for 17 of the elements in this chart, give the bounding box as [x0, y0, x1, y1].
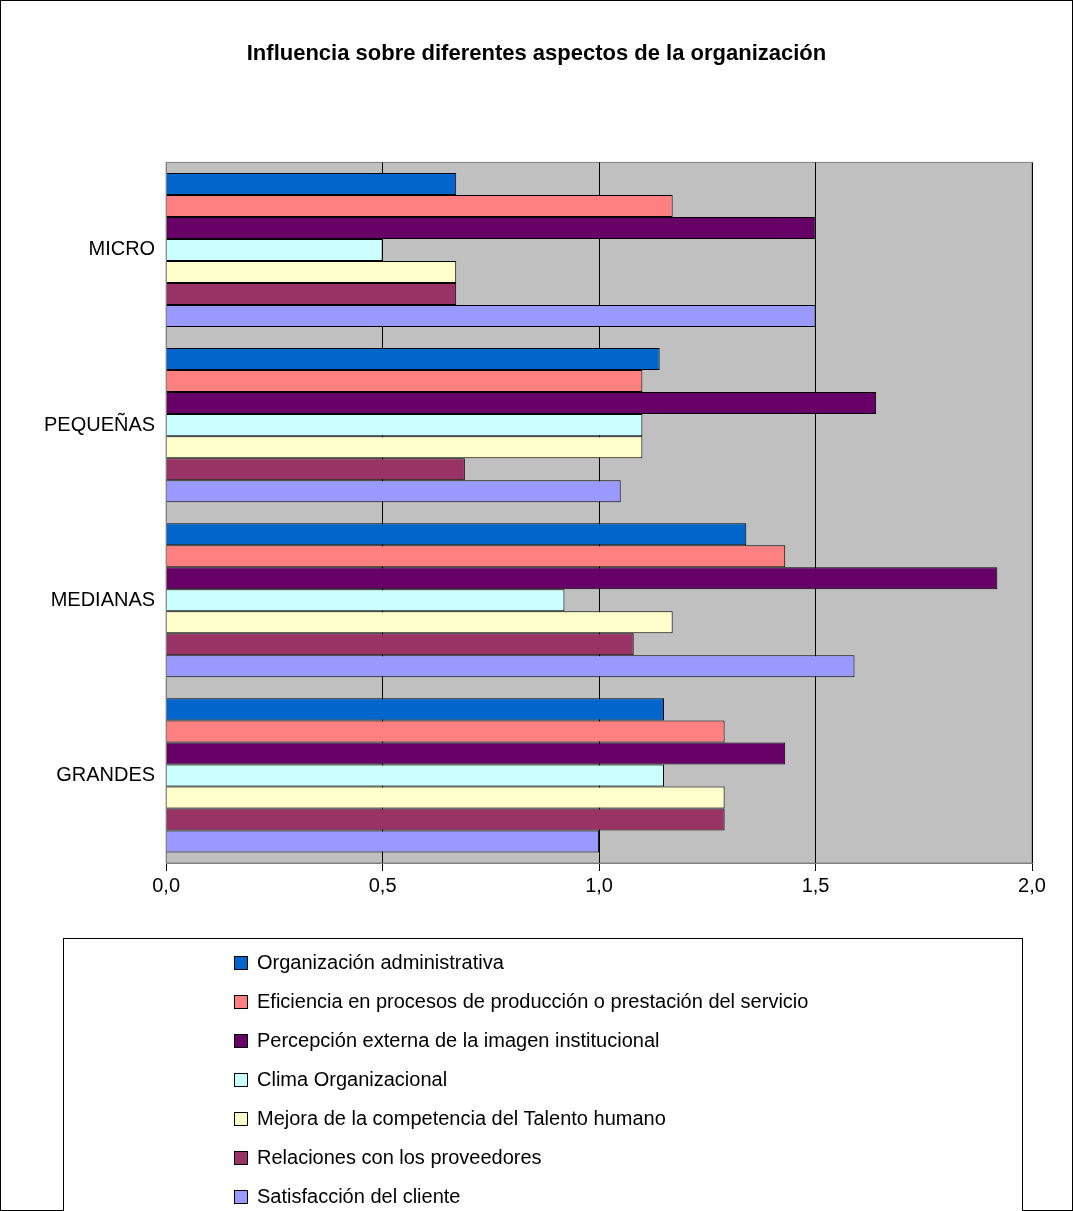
- x-tick-label: 1,0: [585, 873, 613, 896]
- legend-label: Relaciones con los proveedores: [257, 1146, 542, 1169]
- x-tick-label: 0,5: [368, 873, 397, 896]
- legend-label: Percepción externa de la imagen institucional: [257, 1029, 660, 1052]
- legend-label: Satisfacción del cliente: [257, 1185, 461, 1208]
- legend-label: Mejora de la competencia del Talento humano: [257, 1107, 666, 1130]
- legend-label: Organización administrativa: [257, 951, 504, 974]
- y-tick-label: MEDIANAS: [50, 587, 156, 610]
- y-tick-label: MICRO: [88, 237, 156, 260]
- x-tick-label: 0,0: [152, 873, 181, 896]
- legend-label: Eficiencia en procesos de producción o prestación del servicio: [257, 990, 809, 1013]
- x-tick-label: 1,5: [801, 873, 830, 896]
- y-tick-label: PEQUEÑAS: [43, 411, 156, 435]
- chart-title: Influencia sobre diferentes aspectos de la organización: [246, 40, 827, 66]
- y-tick-label: GRANDES: [56, 762, 156, 785]
- legend-label: Clima Organizacional: [257, 1068, 448, 1091]
- x-tick-label: 2,0: [1018, 873, 1046, 896]
